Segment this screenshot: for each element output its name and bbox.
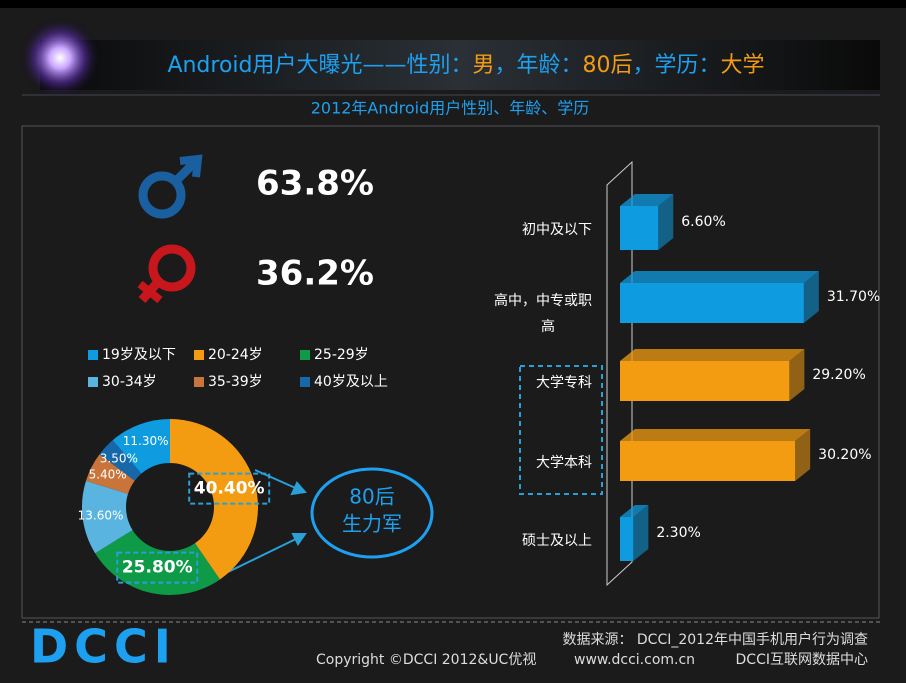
donut-slice [170,419,258,580]
donut-label: 3.50% [100,452,138,466]
title-part: ，学历： [633,53,721,78]
bar-value: 31.70% [827,289,880,305]
header-title: Android用户大曝光——性别：男，年龄：80后，学历：大学 [167,53,764,78]
legend-label: 35-39岁 [208,374,263,390]
bar-3d [620,429,811,481]
bar-side [803,271,819,323]
donut-label: 5.40% [89,468,127,482]
bar-category: 硕士及以上 [522,533,592,549]
header-bar [40,40,880,90]
title-part: Android用户大曝光——性别： [167,53,472,78]
star-glow [18,16,102,100]
source: 数据来源： DCCI_2012年中国手机用户行为调查 [562,631,868,648]
callout-line: 生力军 [342,512,402,536]
male-symbol [138,154,203,219]
label-line: 高 [541,318,555,335]
bar-3d [620,349,805,401]
donut-slice [99,440,142,481]
legend-swatch [300,350,310,360]
logo: DCCI [30,620,177,674]
title-part: 80后 [583,53,633,78]
college-box [519,365,603,495]
bar-front [620,517,634,561]
legend-swatch [194,377,204,387]
bar-category: 高中，中专或职高 [494,292,592,335]
legend-label: 20-24岁 [208,347,263,363]
bar-value: 2.30% [656,525,700,541]
legend-swatch [88,377,98,387]
label-box [116,551,199,584]
legend-label: 30-34岁 [102,374,157,390]
url: www.dcci.com.cn [574,652,695,668]
bar-value: 6.60% [681,214,725,230]
legend-label: 25-29岁 [314,347,369,363]
legend-swatch [194,350,204,360]
legend-swatch [88,350,98,360]
bar-front [620,283,804,323]
bar-category: 大学专科 [536,375,592,391]
donut-label: 25.80% [122,558,193,578]
bar-top [620,349,805,361]
female-symbol [137,244,196,304]
bar-top [620,429,811,441]
legend-label: 19岁及以下 [102,347,176,363]
donut-label: 13.60% [78,508,124,522]
org: DCCI互联网数据中心 [736,652,868,668]
bar-front [620,441,796,481]
bar-side [658,194,674,250]
subtitle: 2012年Android用户性别、年龄、学历 [311,99,590,118]
donut-label: 11.30% [123,434,169,448]
bar-value: 29.20% [812,367,865,383]
donut-slice [95,530,220,595]
bar-front [620,206,659,250]
callout-circle [310,467,434,559]
donut-slice [85,454,135,494]
bar-side [795,429,811,481]
title-part: ，年龄： [495,53,583,78]
title-part: 男 [473,53,495,78]
legend-swatch [300,377,310,387]
bar-category: 大学本科 [536,455,592,471]
bar-wall [606,160,633,587]
bar-top [620,505,649,517]
panel [21,125,880,619]
donut-slice [112,419,170,474]
donut-label: 40.40% [194,479,265,499]
bar-top [620,194,674,206]
bar-3d [620,271,819,323]
bar-top [620,271,819,283]
callout-line: 80后 [349,485,394,509]
label-box [188,472,271,505]
bar-side [633,505,649,561]
bar-value: 30.20% [818,447,871,463]
bar-3d [620,505,649,561]
bar-category: 初中及以下 [522,221,592,238]
legend-label: 40岁及以上 [314,374,388,390]
bar-front [620,361,790,401]
donut-slice [82,480,133,554]
top-strip [0,0,906,8]
male-share: 63.8% [256,164,374,204]
copyright: Copyright ©DCCI 2012&UC优视 [316,652,536,668]
bar-side [789,349,805,401]
label-line: 高中，中专或职 [494,292,592,309]
female-share: 36.2% [256,254,374,294]
bar-3d [620,194,674,250]
title-part: 大学 [721,53,765,78]
